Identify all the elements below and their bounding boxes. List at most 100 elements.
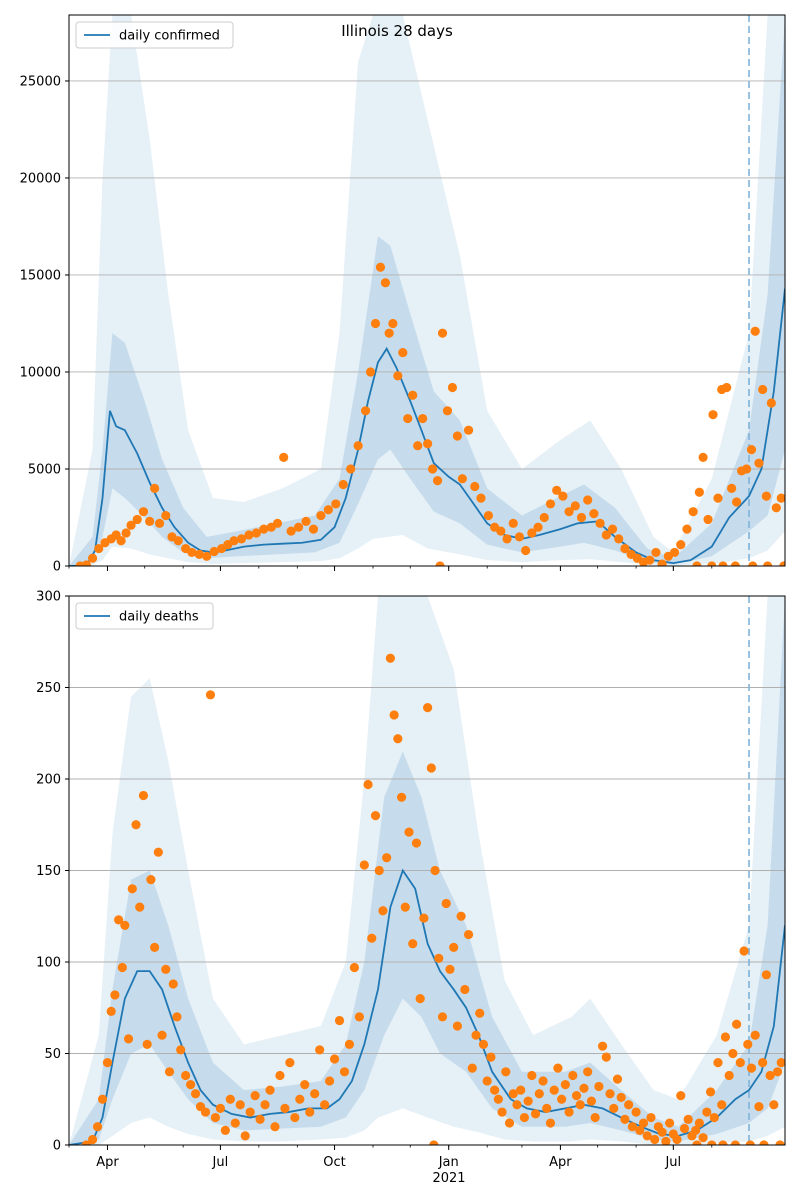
data-point [460, 984, 470, 995]
data-point [110, 990, 120, 1000]
data-point [331, 499, 341, 509]
data-point [616, 1092, 626, 1103]
data-point [651, 547, 661, 558]
data-point [360, 406, 371, 416]
data-point [496, 526, 506, 536]
data-point [359, 860, 369, 870]
y-tick-label: 10000 [20, 365, 61, 380]
data-point [470, 481, 480, 492]
data-point [154, 518, 165, 528]
data-point [323, 505, 333, 515]
y-tick-label: 250 [36, 681, 61, 696]
y-tick-label: 15000 [20, 268, 61, 283]
y-tick-label: 20000 [20, 171, 61, 186]
data-point [259, 524, 269, 534]
data-point [703, 514, 713, 525]
data-point [545, 499, 556, 509]
data-point [384, 328, 394, 338]
data-point [521, 545, 531, 556]
data-point [727, 483, 737, 493]
data-point [539, 512, 549, 523]
data-point [430, 865, 440, 876]
data-point [595, 518, 605, 528]
data-point [367, 933, 377, 943]
data-point [590, 1112, 600, 1123]
data-point [683, 1114, 693, 1124]
data-point [295, 1094, 305, 1104]
data-point [772, 1067, 783, 1077]
data-point [437, 328, 448, 338]
data-point [240, 1131, 250, 1141]
data-point [363, 779, 373, 790]
data-point [722, 382, 732, 393]
data-point [692, 561, 702, 566]
data-point [713, 493, 723, 503]
data-point [389, 710, 399, 720]
outer-band [69, 15, 785, 566]
y-tick-label: 50 [44, 1047, 61, 1062]
data-point [426, 763, 436, 773]
data-point [607, 524, 618, 534]
data-point [748, 561, 758, 566]
data-point [398, 347, 408, 358]
data-point [164, 1067, 175, 1077]
data-point [657, 559, 667, 566]
data-point [568, 1070, 578, 1081]
data-point [260, 1100, 270, 1110]
data-point [530, 1109, 541, 1119]
data-point [135, 902, 145, 912]
data-point [718, 1140, 728, 1145]
data-point [215, 1103, 225, 1113]
data-point [508, 1089, 518, 1099]
data-point [429, 1140, 439, 1145]
data-point [285, 1058, 295, 1068]
data-point [403, 413, 413, 424]
data-point [702, 1107, 712, 1117]
data-point [694, 1118, 704, 1128]
data-point [225, 1094, 235, 1104]
data-point [132, 514, 142, 525]
data-point [142, 1039, 152, 1049]
data-point [624, 1100, 634, 1110]
data-point [265, 1085, 275, 1095]
data-point [250, 1090, 260, 1101]
y-tick-label: 100 [36, 956, 61, 971]
data-point [601, 530, 611, 540]
data-point [370, 318, 381, 329]
data-point [775, 1140, 785, 1145]
observed-points [75, 262, 785, 566]
data-point [393, 371, 403, 381]
data-point [490, 1085, 500, 1095]
data-point [97, 1094, 108, 1104]
data-point [682, 524, 692, 534]
data-point [194, 549, 204, 559]
data-point [375, 262, 386, 272]
data-point [669, 547, 680, 558]
data-point [583, 1067, 593, 1077]
data-point [698, 452, 708, 462]
data-point [516, 1085, 526, 1095]
data-point [771, 503, 781, 513]
data-point [724, 1070, 734, 1081]
data-point [434, 953, 444, 963]
data-point [612, 1074, 623, 1084]
year-label: 2021 [432, 1171, 465, 1186]
data-point [564, 507, 574, 517]
data-point [553, 1063, 563, 1073]
data-point [758, 384, 768, 395]
data-point [705, 1087, 716, 1097]
data-point [642, 1131, 652, 1141]
data-point [279, 452, 289, 462]
legend-box [75, 21, 234, 49]
data-point [396, 792, 407, 802]
data-point [117, 962, 127, 973]
data-point [463, 425, 474, 435]
deaths-panel: 0 50 100 150 200 250 300 Apr Jul Oct Jan Apr Jul dail… [36, 590, 786, 1170]
data-point [339, 1067, 350, 1077]
data-point [365, 367, 376, 377]
data-point [131, 820, 141, 830]
data-point [576, 512, 587, 523]
data-point [750, 326, 760, 336]
data-point [346, 464, 356, 474]
